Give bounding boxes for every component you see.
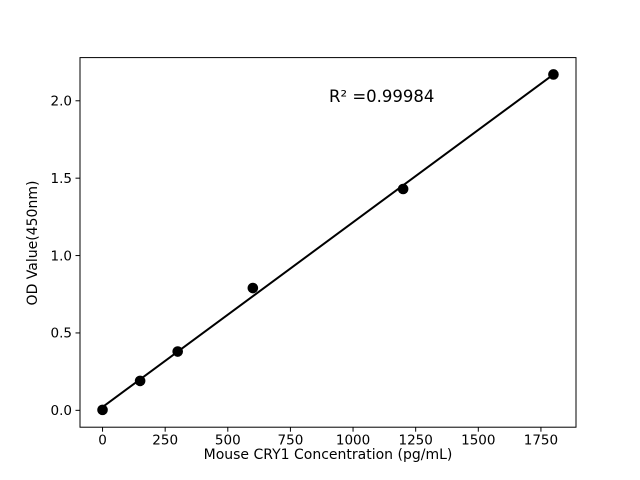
data-point bbox=[397, 183, 409, 195]
data-point bbox=[247, 282, 259, 294]
y-tick-label: 1.0 bbox=[51, 248, 72, 264]
r-squared-annotation: R² =0.99984 bbox=[329, 87, 435, 106]
data-point bbox=[134, 375, 146, 387]
plot-border bbox=[79, 57, 577, 428]
x-tick-label: 500 bbox=[215, 433, 241, 449]
x-tick-label: 750 bbox=[278, 433, 304, 449]
trend-line bbox=[101, 73, 555, 409]
x-tick-label: 1500 bbox=[461, 433, 495, 449]
y-tick-label: 0.5 bbox=[51, 326, 72, 342]
y-tick-label: 2.0 bbox=[51, 93, 72, 109]
x-tick-label: 1750 bbox=[524, 433, 558, 449]
y-tick-label: 1.5 bbox=[51, 171, 72, 187]
y-tick-label: 0.0 bbox=[51, 403, 72, 419]
x-tick-label: 1000 bbox=[336, 433, 370, 449]
x-tick-label: 1250 bbox=[398, 433, 432, 449]
x-tick-label: 250 bbox=[152, 433, 178, 449]
data-point bbox=[548, 69, 559, 80]
x-tick-label: 0 bbox=[98, 433, 107, 449]
x-axis-label: Mouse CRY1 Concentration (pg/mL) bbox=[203, 447, 453, 463]
y-axis-label: OD Value(450nm) bbox=[25, 180, 41, 306]
data-point bbox=[172, 346, 183, 357]
data-point bbox=[97, 404, 108, 416]
